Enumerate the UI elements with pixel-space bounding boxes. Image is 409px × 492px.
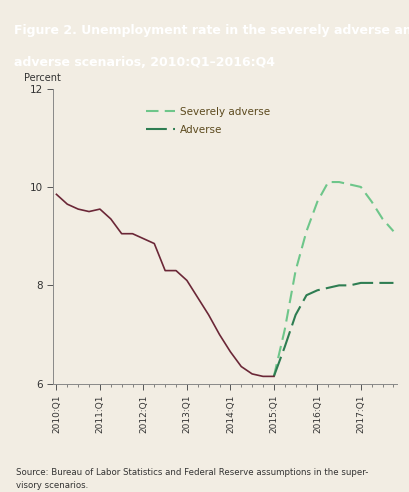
Text: adverse scenarios, 2010:Q1–2016:Q4: adverse scenarios, 2010:Q1–2016:Q4 xyxy=(14,56,275,69)
Text: Figure 2. Unemployment rate in the severely adverse and: Figure 2. Unemployment rate in the sever… xyxy=(14,24,409,37)
Text: Source: Bureau of Labor Statistics and Federal Reserve assumptions in the super-: Source: Bureau of Labor Statistics and F… xyxy=(16,468,369,490)
Text: Percent: Percent xyxy=(24,73,61,83)
Legend: Severely adverse, Adverse: Severely adverse, Adverse xyxy=(142,103,274,139)
